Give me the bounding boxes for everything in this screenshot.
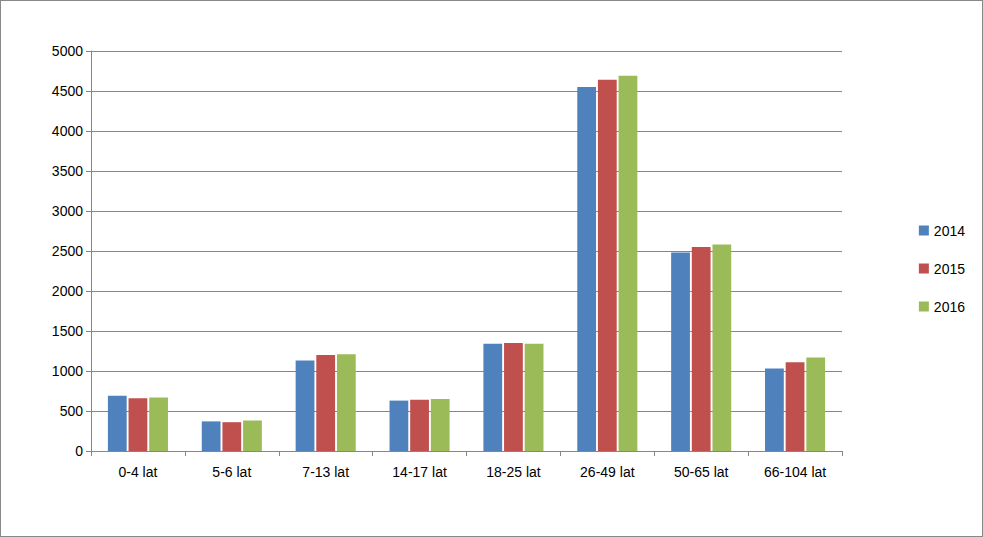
svg-text:0: 0 <box>75 443 83 459</box>
svg-text:2015: 2015 <box>934 261 965 277</box>
svg-text:5-6 lat: 5-6 lat <box>212 464 251 480</box>
svg-text:26-49 lat: 26-49 lat <box>580 464 635 480</box>
svg-text:5000: 5000 <box>52 43 83 59</box>
svg-text:66-104 lat: 66-104 lat <box>764 464 826 480</box>
svg-text:2016: 2016 <box>934 299 965 315</box>
svg-text:4500: 4500 <box>52 83 83 99</box>
svg-text:2000: 2000 <box>52 283 83 299</box>
svg-text:500: 500 <box>60 403 84 419</box>
svg-text:1000: 1000 <box>52 363 83 379</box>
svg-text:50-65 lat: 50-65 lat <box>674 464 729 480</box>
svg-text:1500: 1500 <box>52 323 83 339</box>
svg-text:2014: 2014 <box>934 223 965 239</box>
svg-text:7-13 lat: 7-13 lat <box>302 464 349 480</box>
svg-text:14-17 lat: 14-17 lat <box>392 464 447 480</box>
svg-text:0-4 lat: 0-4 lat <box>118 464 157 480</box>
svg-text:2500: 2500 <box>52 243 83 259</box>
svg-text:18-25 lat: 18-25 lat <box>486 464 541 480</box>
svg-text:4000: 4000 <box>52 123 83 139</box>
svg-text:3500: 3500 <box>52 163 83 179</box>
svg-text:3000: 3000 <box>52 203 83 219</box>
